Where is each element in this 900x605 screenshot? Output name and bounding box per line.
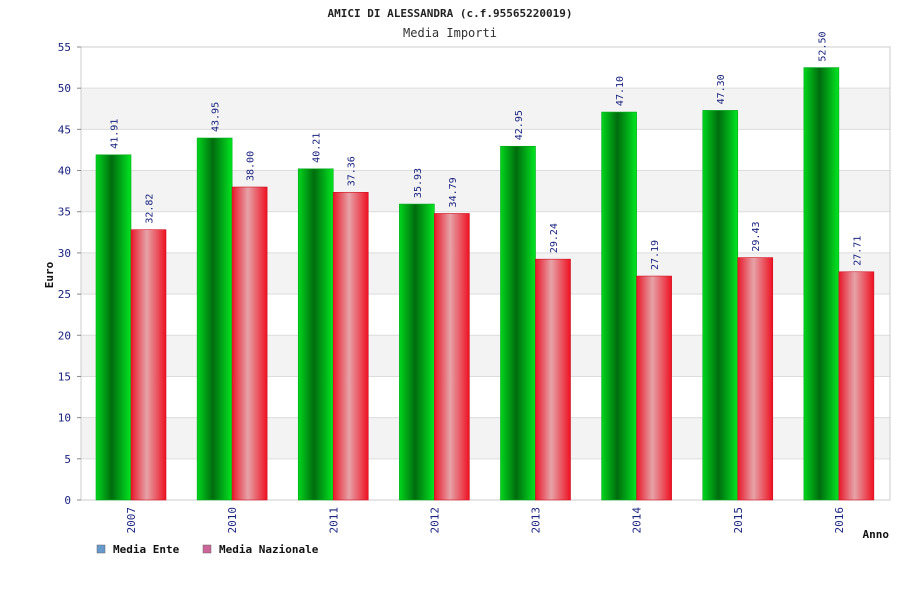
y-tick-label: 0 bbox=[64, 494, 71, 507]
legend-label-media-ente: Media Ente bbox=[113, 543, 180, 556]
bar-value-label: 52.50 bbox=[817, 31, 828, 61]
value-labels: 41.91 32.82 43.95 38.00 40.21 37.36 35.93 34.79… bbox=[110, 31, 864, 270]
y-tick-label: 45 bbox=[58, 123, 71, 136]
plot-band bbox=[81, 47, 890, 89]
y-tick-label: 5 bbox=[64, 453, 71, 466]
bars bbox=[95, 67, 875, 501]
legend: Media Ente Media Nazionale bbox=[96, 543, 319, 556]
x-tick-label: 2010 bbox=[226, 507, 239, 534]
x-axis-ticks: 2007 2010 2011 2012 2013 2014 2015 2016 bbox=[125, 507, 846, 534]
x-tick-label: 2007 bbox=[125, 507, 138, 534]
y-axis-label: Euro bbox=[43, 261, 56, 288]
x-tick-label: 2016 bbox=[833, 507, 846, 534]
x-tick-label: 2012 bbox=[428, 507, 441, 534]
x-tick-label: 2015 bbox=[732, 507, 745, 534]
y-tick-label: 55 bbox=[58, 41, 71, 54]
bar-value-label: 35.93 bbox=[413, 168, 424, 198]
bar-value-label: 47.30 bbox=[716, 74, 727, 104]
chart-subtitle: Media Importi bbox=[403, 26, 497, 40]
legend-swatch-media-nazionale bbox=[202, 544, 212, 554]
y-tick-label: 15 bbox=[58, 370, 71, 383]
bar-media-ente-2015 bbox=[702, 110, 739, 501]
bar-value-label: 47.10 bbox=[615, 76, 626, 106]
y-tick-label: 30 bbox=[58, 247, 71, 260]
bar-value-label: 42.95 bbox=[514, 110, 525, 140]
y-tick-label: 40 bbox=[58, 165, 71, 178]
x-tick-label: 2013 bbox=[530, 507, 543, 534]
bar-media-nazionale-2016 bbox=[838, 271, 875, 501]
bar-value-label: 43.95 bbox=[211, 102, 222, 132]
y-tick-label: 35 bbox=[58, 206, 71, 219]
bar-media-nazionale-2013 bbox=[535, 258, 571, 501]
bar-media-ente-2012 bbox=[399, 203, 435, 501]
y-axis-ticks: 0 5 10 15 20 25 30 35 40 45 50 55 bbox=[58, 41, 81, 507]
plot-frame bbox=[80, 46, 891, 501]
bar-media-nazionale-2010 bbox=[231, 186, 268, 501]
y-tick-label: 50 bbox=[58, 82, 71, 95]
plot-band bbox=[81, 88, 890, 130]
bar-value-label: 32.82 bbox=[145, 194, 156, 224]
bar-media-ente-2011 bbox=[297, 168, 334, 501]
legend-label-media-nazionale: Media Nazionale bbox=[219, 543, 319, 556]
y-tick-label: 10 bbox=[58, 412, 71, 425]
bar-media-nazionale-2015 bbox=[737, 257, 774, 501]
bar-media-ente-2007 bbox=[95, 154, 132, 501]
chart-title: AMICI DI ALESSANDRA (c.f.95565220019) bbox=[327, 7, 572, 20]
bar-media-ente-2014 bbox=[601, 111, 637, 501]
legend-swatch-media-ente bbox=[96, 544, 106, 554]
bar-media-nazionale-2011 bbox=[332, 191, 369, 501]
y-tick-label: 20 bbox=[58, 329, 71, 342]
bar-media-ente-2016 bbox=[803, 67, 840, 501]
bar-value-label: 34.79 bbox=[448, 177, 459, 207]
bar-value-label: 27.71 bbox=[852, 236, 863, 266]
x-tick-label: 2014 bbox=[631, 507, 644, 534]
bar-media-nazionale-2014 bbox=[636, 275, 672, 501]
bar-value-label: 29.43 bbox=[751, 221, 762, 251]
x-axis-label: Anno bbox=[863, 528, 890, 541]
bar-media-ente-2013 bbox=[500, 145, 536, 501]
bar-media-nazionale-2007 bbox=[130, 229, 167, 501]
bar-value-label: 40.21 bbox=[312, 133, 323, 163]
bar-media-nazionale-2012 bbox=[434, 213, 470, 501]
x-tick-label: 2011 bbox=[327, 507, 340, 534]
bar-value-label: 41.91 bbox=[110, 119, 121, 149]
bar-value-label: 37.36 bbox=[347, 156, 358, 186]
y-tick-label: 25 bbox=[58, 288, 71, 301]
bar-value-label: 29.24 bbox=[549, 223, 560, 253]
bar-value-label: 38.00 bbox=[246, 151, 257, 181]
bar-media-ente-2010 bbox=[196, 137, 233, 501]
bar-value-label: 27.19 bbox=[650, 240, 661, 270]
